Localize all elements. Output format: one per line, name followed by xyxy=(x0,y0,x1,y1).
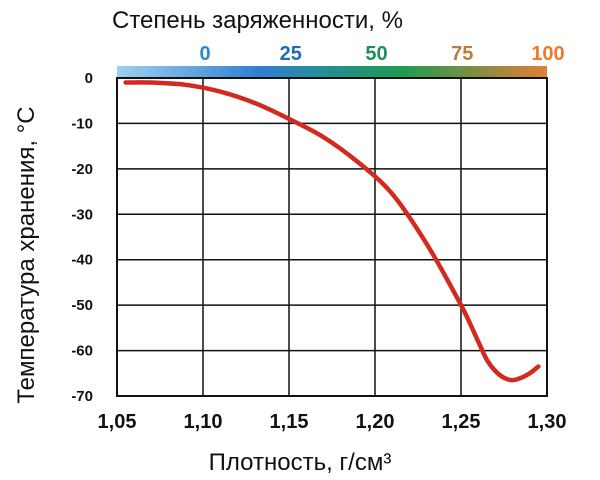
y-tick-label: -20 xyxy=(71,161,93,178)
top-tick-label: 0 xyxy=(199,43,210,65)
top-tick-label: 25 xyxy=(280,43,302,65)
y-axis-label: Температура хранения, °С xyxy=(13,106,40,403)
x-axis-label: Плотность, г/см³ xyxy=(209,449,392,476)
top-tick-label: 75 xyxy=(451,43,473,65)
x-tick-label: 1,25 xyxy=(442,411,481,433)
temperature-curve xyxy=(123,80,541,383)
x-tick-label: 1,15 xyxy=(270,411,309,433)
y-tick-label: -50 xyxy=(71,297,93,314)
x-tick-label: 1,20 xyxy=(356,411,395,433)
x-tick-label: 1,10 xyxy=(184,411,223,433)
y-tick-label: -10 xyxy=(71,115,93,132)
top-axis-ticks: 0 25 50 75 100 xyxy=(199,43,564,65)
charge-color-bar xyxy=(117,66,547,78)
y-tick-label: -30 xyxy=(71,206,93,223)
y-tick-label: -70 xyxy=(71,388,93,405)
grid xyxy=(117,78,547,396)
top-tick-label: 50 xyxy=(365,43,387,65)
plot-frame xyxy=(116,77,548,397)
y-tick-label: 0 xyxy=(85,70,93,87)
top-tick-label: 100 xyxy=(531,43,564,65)
x-tick-label: 1,30 xyxy=(528,411,567,433)
x-axis-ticks: 1,05 1,10 1,15 1,20 1,25 1,30 xyxy=(98,411,567,433)
y-tick-label: -40 xyxy=(71,252,93,269)
x-tick-label: 1,05 xyxy=(98,411,137,433)
y-axis-ticks: 0 -10 -20 -30 -40 -50 -60 -70 xyxy=(71,70,93,405)
top-axis-title: Степень заряженности, % xyxy=(112,7,403,34)
y-tick-label: -60 xyxy=(71,343,93,360)
